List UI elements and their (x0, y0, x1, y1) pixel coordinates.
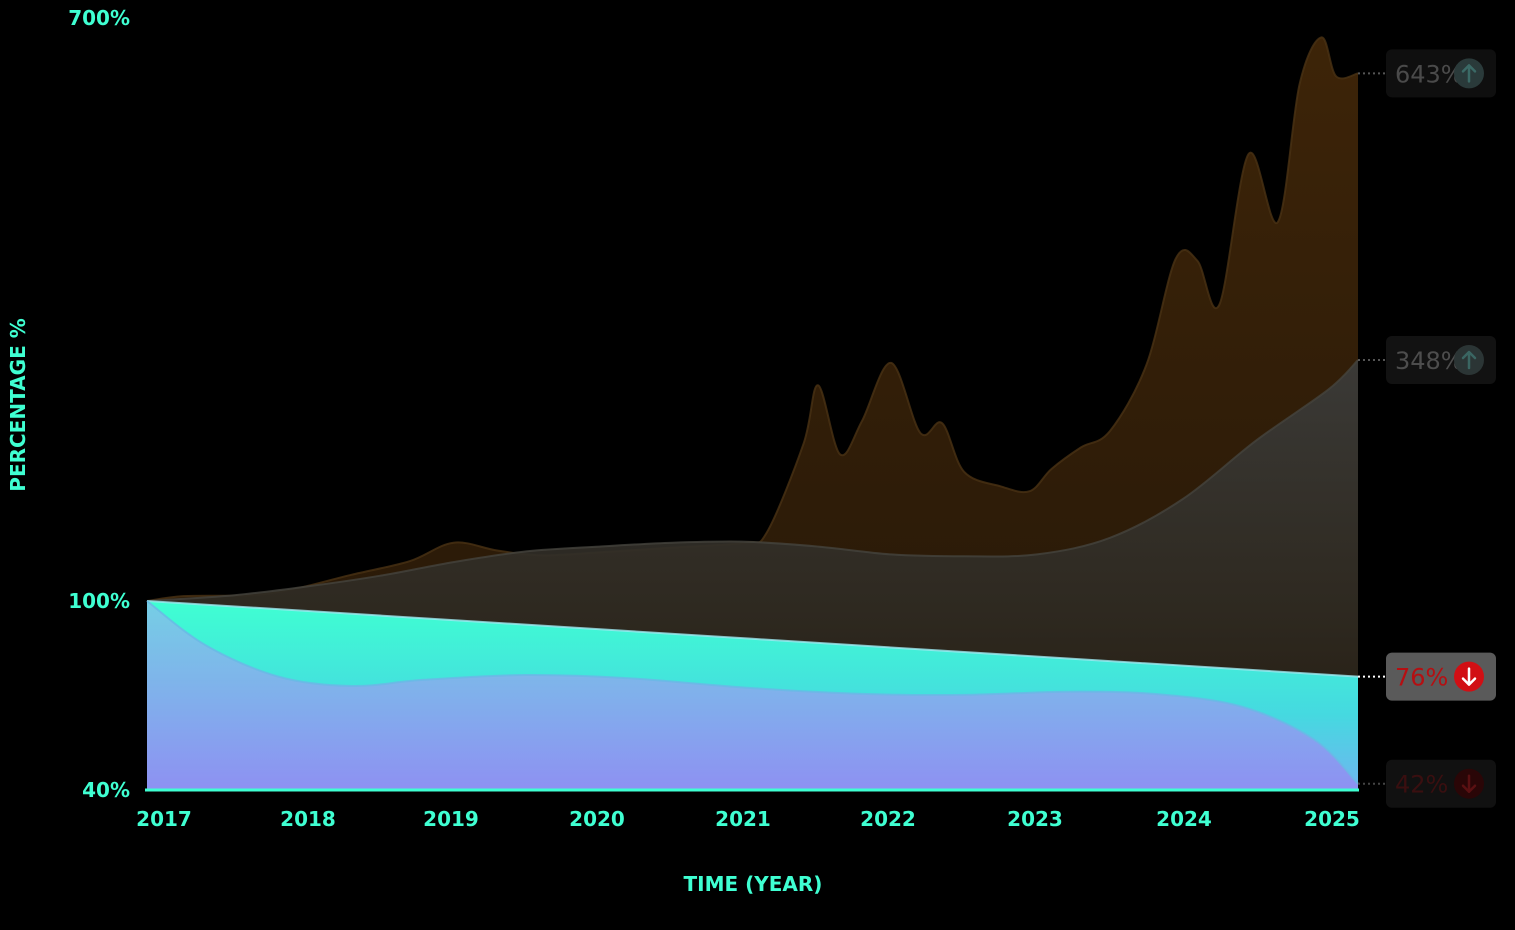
x-tick-label: 2017 (136, 807, 192, 831)
series-42-line (146, 600, 1359, 785)
y-tick-label: 40% (82, 778, 130, 802)
x-tick-label: 2024 (1156, 807, 1212, 831)
x-axis-title: TIME (YEAR) (684, 872, 823, 896)
x-tick-label: 2018 (280, 807, 336, 831)
arrow-glyph (1461, 350, 1477, 370)
series-348-line (146, 359, 1359, 602)
x-tick-label: 2020 (569, 807, 625, 831)
arrow-glyph (1461, 667, 1477, 686)
arrow-glyph (1461, 64, 1477, 83)
x-tick-label: 2023 (1007, 807, 1063, 831)
series-42-area (147, 601, 1358, 790)
x-tick-label: 2022 (860, 807, 916, 831)
badge-value: 643% (1395, 60, 1464, 88)
x-tick-label: 2025 (1304, 807, 1360, 831)
x-tick-label: 2021 (715, 807, 771, 831)
end-value-badge: 76% (1358, 652, 1496, 701)
series-643-line (146, 36, 1359, 602)
y-tick-label: 700% (68, 6, 130, 30)
series-76-line (146, 600, 1359, 678)
badge-value: 348% (1395, 347, 1464, 375)
badge-value: 42% (1395, 771, 1448, 799)
y-tick-label: 100% (68, 589, 130, 613)
arrow-glyph (1461, 774, 1477, 793)
end-value-badge: 42% (1358, 759, 1496, 808)
badge-value: 76% (1395, 664, 1448, 692)
end-value-badge: 348% (1358, 336, 1496, 385)
end-value-badge: 643% (1358, 49, 1496, 98)
x-tick-label: 2019 (423, 807, 479, 831)
y-axis-title: PERCENTAGE % (6, 318, 30, 491)
